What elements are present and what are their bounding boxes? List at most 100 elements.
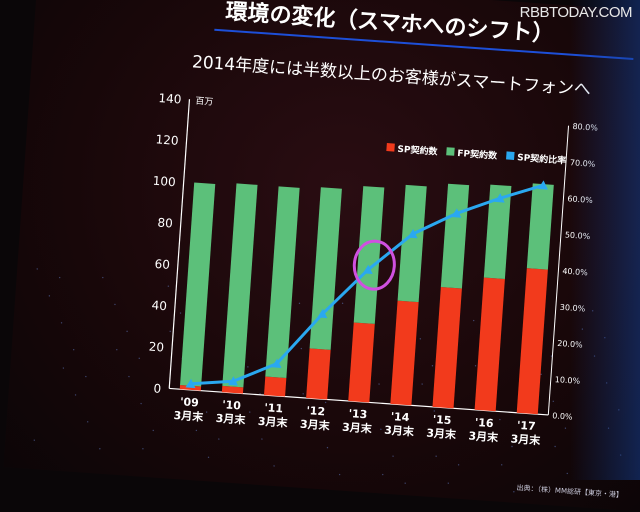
star xyxy=(205,411,208,413)
star xyxy=(140,402,142,405)
chart: 020406080100120140百万0.0%10.0%20.0%30.0%4… xyxy=(33,91,622,493)
star xyxy=(138,357,140,359)
star xyxy=(421,383,423,385)
y2-axis xyxy=(547,125,570,415)
x-tick-suffix: 3月末 xyxy=(468,428,500,444)
y-tick-label: 0 xyxy=(153,381,162,395)
bar-fp xyxy=(180,182,216,387)
x-tick-year: '11 xyxy=(264,401,284,415)
y-tick-label: 20 xyxy=(148,340,164,355)
bar-fp xyxy=(309,187,342,350)
star xyxy=(550,355,553,357)
star xyxy=(392,455,394,457)
star xyxy=(540,373,542,376)
x-tick-year: '12 xyxy=(306,404,326,418)
star xyxy=(447,482,450,484)
ratio-marker xyxy=(185,378,196,389)
ratio-marker xyxy=(451,208,462,218)
y-tick-label: 80 xyxy=(157,216,173,231)
star xyxy=(87,421,89,423)
bar-sp xyxy=(263,376,287,397)
star xyxy=(404,482,406,484)
star xyxy=(48,295,51,297)
x-tick-year: '09 xyxy=(180,395,200,409)
bar-sp xyxy=(348,322,375,403)
star xyxy=(566,472,568,475)
x-tick-suffix: 3月末 xyxy=(510,431,542,447)
ratio-marker xyxy=(317,308,328,319)
x-tick-year: '10 xyxy=(222,398,242,412)
legend-swatch xyxy=(386,143,395,152)
ratio-marker xyxy=(407,228,418,239)
star xyxy=(431,365,434,367)
star xyxy=(511,445,513,448)
x-tick-suffix: 3月末 xyxy=(300,417,332,433)
star xyxy=(85,375,87,378)
legend-label: FP契約数 xyxy=(457,147,498,162)
star xyxy=(60,322,63,324)
star xyxy=(552,400,554,402)
bar-fp xyxy=(483,184,512,280)
x-tick-suffix: 3月末 xyxy=(215,411,247,427)
x-tick-suffix: 3月末 xyxy=(173,408,205,424)
star xyxy=(513,491,515,493)
screen-edge-glow xyxy=(570,0,640,480)
star xyxy=(457,464,460,466)
x-tick-suffix: 3月末 xyxy=(426,426,458,442)
bar-sp xyxy=(306,348,331,400)
y-tick-label: 60 xyxy=(154,257,170,272)
star xyxy=(74,394,77,396)
star xyxy=(195,429,198,432)
bar-sp xyxy=(432,287,462,409)
star xyxy=(435,455,437,457)
x-tick-year: '13 xyxy=(348,407,368,421)
star xyxy=(419,338,422,340)
star xyxy=(152,429,154,432)
star xyxy=(273,465,275,467)
x-tick-suffix: 3月末 xyxy=(384,423,416,439)
ratio-marker xyxy=(494,193,505,203)
star xyxy=(247,366,249,368)
star xyxy=(72,348,75,351)
star xyxy=(207,456,210,459)
star xyxy=(114,303,116,306)
star xyxy=(62,367,65,369)
star xyxy=(33,439,35,441)
x-tick-suffix: 3月末 xyxy=(342,420,374,436)
bar-sp xyxy=(516,268,548,415)
x-tick-year: '15 xyxy=(432,413,452,427)
bar-fp xyxy=(353,186,385,324)
star xyxy=(261,438,263,440)
bar-sp xyxy=(390,300,419,406)
star xyxy=(433,410,436,412)
star xyxy=(142,448,144,450)
star xyxy=(99,448,101,450)
star xyxy=(564,427,567,429)
x-tick-year: '16 xyxy=(474,416,494,430)
star xyxy=(259,393,261,395)
star xyxy=(341,302,344,305)
y2-tick-label: 10.0% xyxy=(554,375,580,386)
star xyxy=(271,420,273,422)
ratio-marker xyxy=(362,264,373,275)
x-tick-year: '14 xyxy=(390,410,410,424)
star xyxy=(167,285,170,287)
y-tick-label: 40 xyxy=(151,298,167,313)
star xyxy=(314,420,317,422)
star xyxy=(382,473,384,476)
bar-sp xyxy=(221,385,244,394)
star xyxy=(378,383,380,385)
star xyxy=(102,276,104,279)
bar-fp xyxy=(397,184,427,303)
star xyxy=(249,411,251,413)
bar-fp xyxy=(526,183,554,270)
star xyxy=(116,348,118,351)
star xyxy=(474,365,477,367)
y-tick-label: 140 xyxy=(158,91,182,107)
star xyxy=(338,473,341,476)
star xyxy=(473,319,475,322)
x-tick-year: '17 xyxy=(517,419,537,433)
legend-swatch xyxy=(446,147,455,156)
star xyxy=(36,268,38,270)
star xyxy=(169,330,171,333)
